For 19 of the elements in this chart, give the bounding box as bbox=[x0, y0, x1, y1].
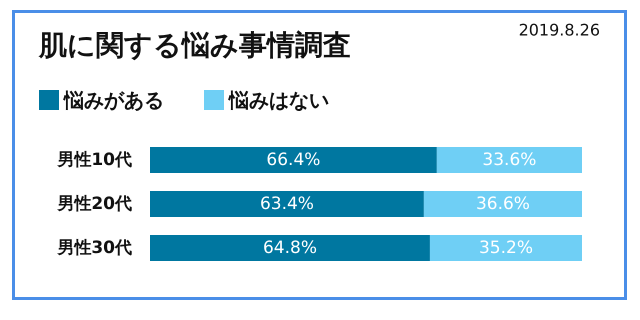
legend-label: 悩みがある bbox=[63, 88, 164, 112]
bar bbox=[430, 235, 582, 261]
bar bbox=[150, 235, 430, 261]
bar bbox=[436, 147, 582, 173]
y-tick-label: 男性30代 bbox=[56, 238, 132, 258]
legend-label: 悩みはない bbox=[228, 88, 329, 112]
bar bbox=[150, 147, 437, 173]
data-label: 36.6% bbox=[476, 194, 530, 214]
data-label: 66.4% bbox=[266, 150, 320, 170]
bar bbox=[424, 191, 582, 217]
data-label: 33.6% bbox=[482, 150, 536, 170]
data-label: 64.8% bbox=[262, 238, 317, 258]
chart-title: 肌に関する悩み事情調査 bbox=[38, 28, 351, 62]
text: 2019.8.26 bbox=[518, 20, 600, 40]
data-label: 35.2% bbox=[478, 238, 533, 258]
bar bbox=[150, 191, 424, 217]
data-label: 63.4% bbox=[260, 194, 314, 214]
y-tick-label: 男性20代 bbox=[56, 194, 132, 214]
y-tick-label: 男性10代 bbox=[56, 150, 132, 170]
